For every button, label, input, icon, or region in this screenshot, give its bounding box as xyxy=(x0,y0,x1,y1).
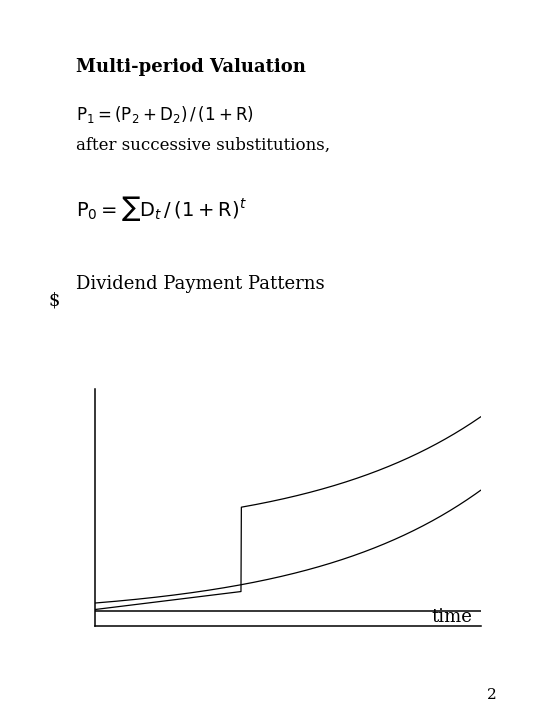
Text: Dividend Payment Patterns: Dividend Payment Patterns xyxy=(76,275,324,293)
Text: 2: 2 xyxy=(487,688,497,702)
Text: $: $ xyxy=(49,292,60,310)
Text: time: time xyxy=(431,608,472,626)
Text: $\mathrm{P}_1 = (\mathrm{P}_2 + \mathrm{D}_2)\,/\,(1 + \mathrm{R})$: $\mathrm{P}_1 = (\mathrm{P}_2 + \mathrm{… xyxy=(76,104,254,125)
Text: Multi-period Valuation: Multi-period Valuation xyxy=(76,58,306,76)
Text: $\mathrm{P}_0 = \sum \mathrm{D}_t\,/\,(1 + \mathrm{R})^t$: $\mathrm{P}_0 = \sum \mathrm{D}_t\,/\,(1… xyxy=(76,194,246,223)
Text: after successive substitutions,: after successive substitutions, xyxy=(76,137,330,154)
